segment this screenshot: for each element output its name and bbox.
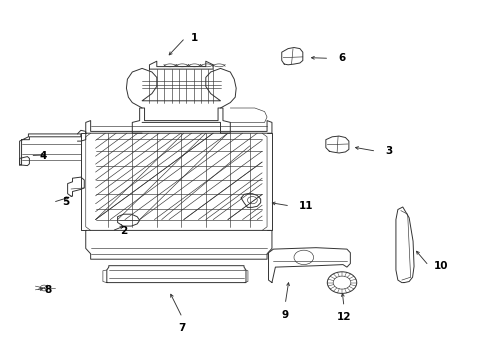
Text: 1: 1 — [191, 33, 198, 43]
Text: 5: 5 — [62, 197, 69, 207]
Text: 9: 9 — [282, 310, 289, 320]
Text: 6: 6 — [338, 53, 345, 63]
Text: 11: 11 — [299, 201, 314, 211]
Text: 2: 2 — [121, 226, 128, 236]
Text: 4: 4 — [39, 150, 47, 161]
Text: 3: 3 — [385, 146, 392, 156]
Text: 12: 12 — [337, 312, 351, 322]
Text: 10: 10 — [434, 261, 448, 271]
Text: 7: 7 — [178, 323, 186, 333]
Text: 8: 8 — [44, 285, 51, 295]
